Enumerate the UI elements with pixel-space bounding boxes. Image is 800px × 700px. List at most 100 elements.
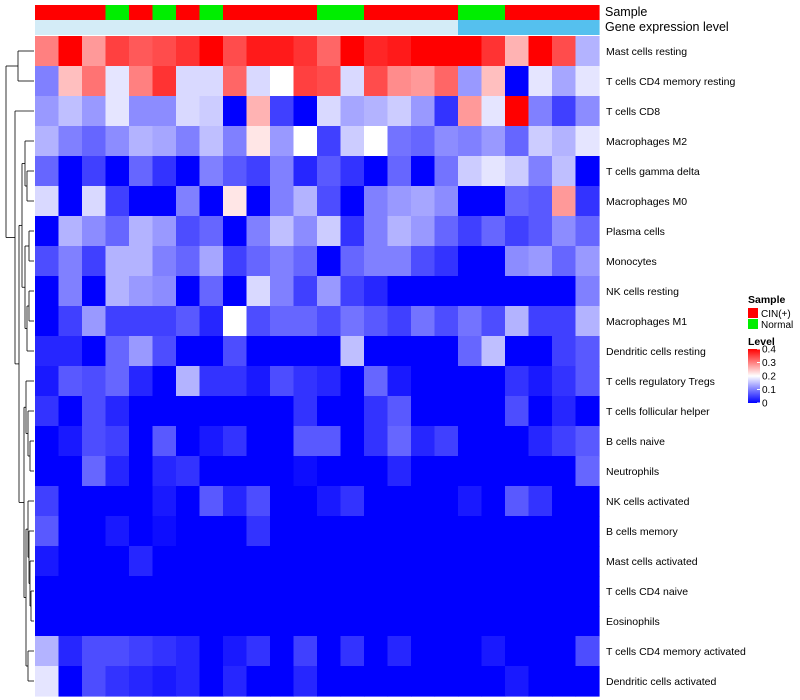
heatmap-cell (82, 216, 107, 247)
level-tick-label: 0.3 (762, 358, 776, 369)
heatmap-cell (340, 426, 365, 457)
heatmap-cell (387, 276, 412, 307)
heatmap-cell (528, 36, 553, 67)
gene-expression-annotation-cell (35, 20, 60, 35)
heatmap-cell (58, 96, 83, 127)
heatmap-cell (293, 336, 318, 367)
heatmap-cell (481, 336, 506, 367)
heatmap-cell (105, 156, 130, 187)
heatmap-cell (58, 516, 83, 547)
heatmap-cell (199, 276, 224, 307)
heatmap-cell (223, 456, 248, 487)
heatmap-cell (152, 66, 177, 97)
heatmap-cell (458, 156, 483, 187)
heatmap-cell (552, 486, 577, 517)
heatmap-cell (199, 246, 224, 277)
heatmap-cell (270, 456, 295, 487)
heatmap-cell (458, 576, 483, 607)
heatmap-cell (434, 366, 459, 397)
row-labels: Mast cells resting T cells CD4 memory res… (606, 46, 746, 688)
row-label: NK cells resting (606, 286, 679, 298)
heatmap-cell (575, 576, 600, 607)
heatmap-cell (105, 546, 130, 577)
heatmap-cell (505, 36, 530, 67)
heatmap-cell (317, 306, 342, 337)
heatmap-cell (364, 96, 389, 127)
heatmap-cell (481, 396, 506, 427)
heatmap-cell (293, 546, 318, 577)
heatmap-cell (35, 276, 60, 307)
row-label: T cells CD4 memory resting (606, 76, 735, 88)
heatmap-cell (552, 246, 577, 277)
sample-annotation-cell (270, 5, 295, 20)
heatmap-cell (505, 636, 530, 667)
heatmap-cell (105, 36, 130, 67)
heatmap-cell (176, 126, 201, 157)
heatmap-cell (481, 366, 506, 397)
heatmap-cell (434, 156, 459, 187)
heatmap-cell (246, 246, 271, 277)
heatmap-cell (340, 186, 365, 217)
gene-expression-annotation-cell (552, 20, 577, 35)
heatmap-cell (552, 426, 577, 457)
heatmap-cell (575, 636, 600, 667)
heatmap-cell (199, 546, 224, 577)
heatmap-cell (458, 546, 483, 577)
heatmap-cell (152, 276, 177, 307)
gene-expression-annotation-cell (58, 20, 83, 35)
heatmap-cell (270, 546, 295, 577)
heatmap-cell (458, 486, 483, 517)
heatmap-cell (387, 336, 412, 367)
heatmap-cell (458, 126, 483, 157)
heatmap-cell (387, 486, 412, 517)
heatmap-cell (411, 546, 436, 577)
heatmap-cell (575, 456, 600, 487)
heatmap-cell (364, 606, 389, 637)
sample-annotation-cell (552, 5, 577, 20)
heatmap-cell (199, 486, 224, 517)
heatmap-cell (458, 246, 483, 277)
heatmap-cell (387, 666, 412, 697)
heatmap-cell (293, 606, 318, 637)
heatmap-cell (411, 516, 436, 547)
heatmap-cell (340, 516, 365, 547)
heatmap-cell (340, 246, 365, 277)
row-label: T cells CD8 (606, 106, 660, 118)
heatmap-cell (246, 336, 271, 367)
heatmap-cell (293, 246, 318, 277)
heatmap-cell (575, 186, 600, 217)
heatmap-cell (58, 636, 83, 667)
heatmap-cell (481, 36, 506, 67)
heatmap-cell (340, 666, 365, 697)
heatmap-cell (317, 576, 342, 607)
row-label: Mast cells activated (606, 556, 698, 568)
heatmap-cell (176, 426, 201, 457)
heatmap-cell (340, 576, 365, 607)
heatmap-cell (293, 306, 318, 337)
heatmap-cell (176, 336, 201, 367)
heatmap-cell (82, 96, 107, 127)
heatmap-cell (199, 36, 224, 67)
heatmap-cell (58, 576, 83, 607)
gene-expression-annotation-cell (246, 20, 271, 35)
heatmap-cell (458, 606, 483, 637)
heatmap-cell (270, 606, 295, 637)
heatmap-cell (58, 546, 83, 577)
heatmap-cell (105, 366, 130, 397)
sample-annotation-cell (223, 5, 248, 20)
heatmap-cell (246, 516, 271, 547)
heatmap-cell (505, 546, 530, 577)
heatmap-cell (246, 66, 271, 97)
row-label: Macrophages M0 (606, 196, 687, 208)
gene-expression-annotation-cell (129, 20, 154, 35)
heatmap-cell (293, 486, 318, 517)
heatmap-cell (129, 576, 154, 607)
sample-annotation-cell (176, 5, 201, 20)
heatmap-cell (152, 156, 177, 187)
heatmap-cell (35, 246, 60, 277)
gene-expression-annotation-cell (575, 20, 600, 35)
heatmap-cell (223, 426, 248, 457)
heatmap-cell (340, 96, 365, 127)
heatmap-cell (364, 516, 389, 547)
row-label: T cells regulatory Tregs (606, 376, 715, 388)
